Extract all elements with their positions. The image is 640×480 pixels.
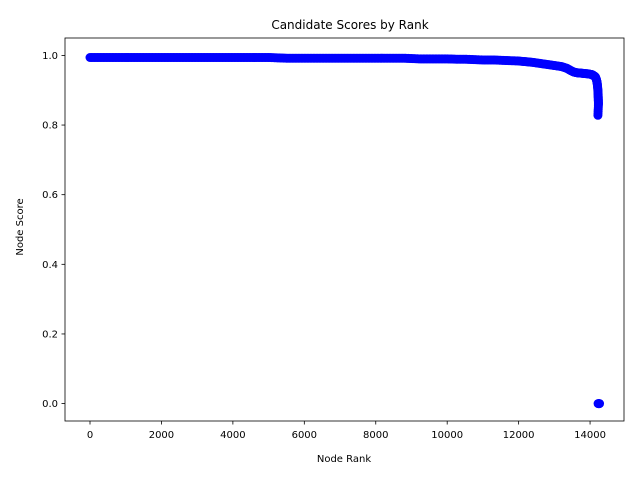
y-tick-label: 1.0 xyxy=(42,51,58,62)
chart-title: Candidate Scores by Rank xyxy=(271,18,428,32)
x-tick-label: 6000 xyxy=(292,430,317,441)
y-tick-label: 0.6 xyxy=(42,190,58,201)
y-axis-label: Node Score xyxy=(15,198,26,255)
data-points xyxy=(85,53,605,409)
x-tick-label: 10000 xyxy=(431,430,463,441)
x-tick-label: 8000 xyxy=(363,430,388,441)
x-tick-label: 4000 xyxy=(220,430,245,441)
y-tick-label: 0.0 xyxy=(42,399,58,410)
x-tick-label: 0 xyxy=(87,430,93,441)
y-tick-label: 0.4 xyxy=(42,260,58,271)
data-point xyxy=(593,110,603,120)
x-tick-label: 12000 xyxy=(503,430,535,441)
x-axis-label: Node Rank xyxy=(317,454,371,465)
y-axis-ticks: 0.0 0.2 0.4 0.6 0.8 1.0 xyxy=(42,51,65,410)
y-tick-label: 0.2 xyxy=(42,329,58,340)
x-axis-ticks: 0 2000 4000 6000 8000 10000 12000 14000 xyxy=(87,421,606,441)
data-point xyxy=(595,399,605,409)
plot-frame xyxy=(64,37,625,422)
x-tick-label: 14000 xyxy=(574,430,606,441)
y-tick-label: 0.8 xyxy=(42,121,58,132)
x-tick-label: 2000 xyxy=(149,430,174,441)
